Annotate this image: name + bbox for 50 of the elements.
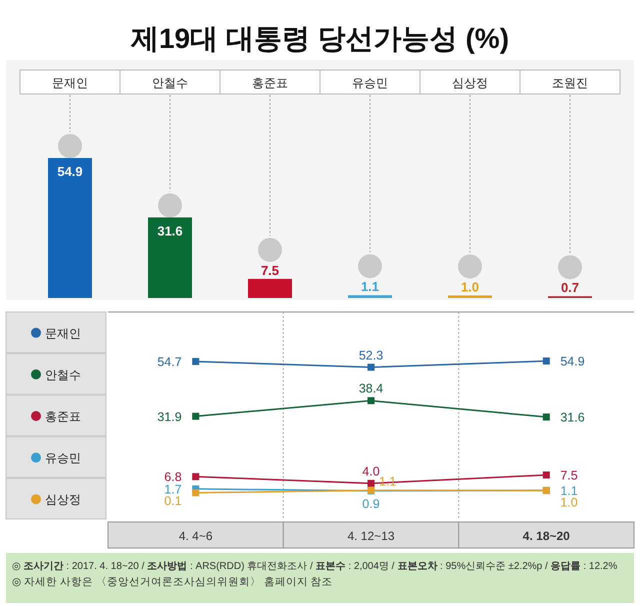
point — [368, 364, 374, 371]
data-label: 52.3 — [358, 348, 384, 362]
chart-title: 제19대 대통령 당선가능성 (%) — [130, 23, 510, 54]
point — [192, 412, 200, 420]
data-label: 31.9 — [157, 410, 182, 424]
point — [542, 414, 550, 421]
bar — [348, 295, 392, 298]
data-label: 4.0 — [362, 464, 380, 478]
bar — [248, 278, 292, 298]
text: ◎ 조사기간 : 2017. 4. 18~20 / 조사방법 : ARS(RDD) 휴대전화조사 / 표본수 : 2,004명 / 표본오차 : 95%신뢰수준 ±2.2%p / 응답률 : 12.2% — [12, 561, 618, 572]
data-label: 1.0 — [560, 495, 578, 510]
data-label: 1.1 — [360, 279, 380, 294]
data-label: 1.7 — [164, 482, 182, 496]
x-tick-label: 조원진 — [552, 76, 588, 90]
point — [192, 473, 200, 480]
point — [192, 489, 200, 496]
x-tick-label: 4. 18~20 — [522, 529, 570, 543]
data-label: 1.1 — [560, 484, 578, 498]
x-tick-label: 안철수 — [152, 76, 188, 90]
x-tick-label: 유승민 — [352, 76, 388, 90]
point — [368, 480, 374, 487]
data-label: 1.0 — [460, 279, 480, 294]
data-label: 54.9 — [57, 164, 83, 179]
x-tick-label: 홍준표 — [252, 76, 288, 90]
point — [368, 397, 374, 404]
data-label: 0.9 — [362, 496, 380, 511]
bar — [448, 295, 492, 298]
data-label: 54.7 — [157, 354, 182, 369]
x-tick-label: 4. 12~13 — [347, 529, 395, 543]
legend-label: 문재인 — [45, 326, 81, 340]
x-tick-label: 심상정 — [452, 76, 488, 90]
legend-label: 안철수 — [45, 368, 81, 382]
legend-label: 홍준표 — [45, 410, 81, 424]
text: ◎ 자세한 사항은 〈중앙선거여론조사심의위원회〉 홈페이지 참조 — [12, 576, 333, 588]
point — [192, 358, 200, 365]
legend-label: 심상정 — [45, 492, 81, 507]
data-label: 0.1 — [164, 494, 182, 508]
data-label: 31.6 — [560, 410, 585, 425]
point — [542, 358, 550, 364]
data-label: 31.6 — [157, 223, 183, 238]
point — [542, 471, 550, 478]
data-label: 7.5 — [260, 262, 280, 278]
data-label: 6.8 — [164, 470, 182, 484]
data-label: 0.7 — [560, 280, 580, 296]
data-label: 54.9 — [560, 354, 585, 368]
data-label: 38.4 — [358, 382, 384, 396]
legend-label: 유승민 — [45, 451, 81, 466]
x-tick-label: 문재인 — [52, 76, 88, 90]
x-tick-label: 4. 4~6 — [178, 529, 213, 543]
data-label: 7.5 — [560, 468, 578, 482]
